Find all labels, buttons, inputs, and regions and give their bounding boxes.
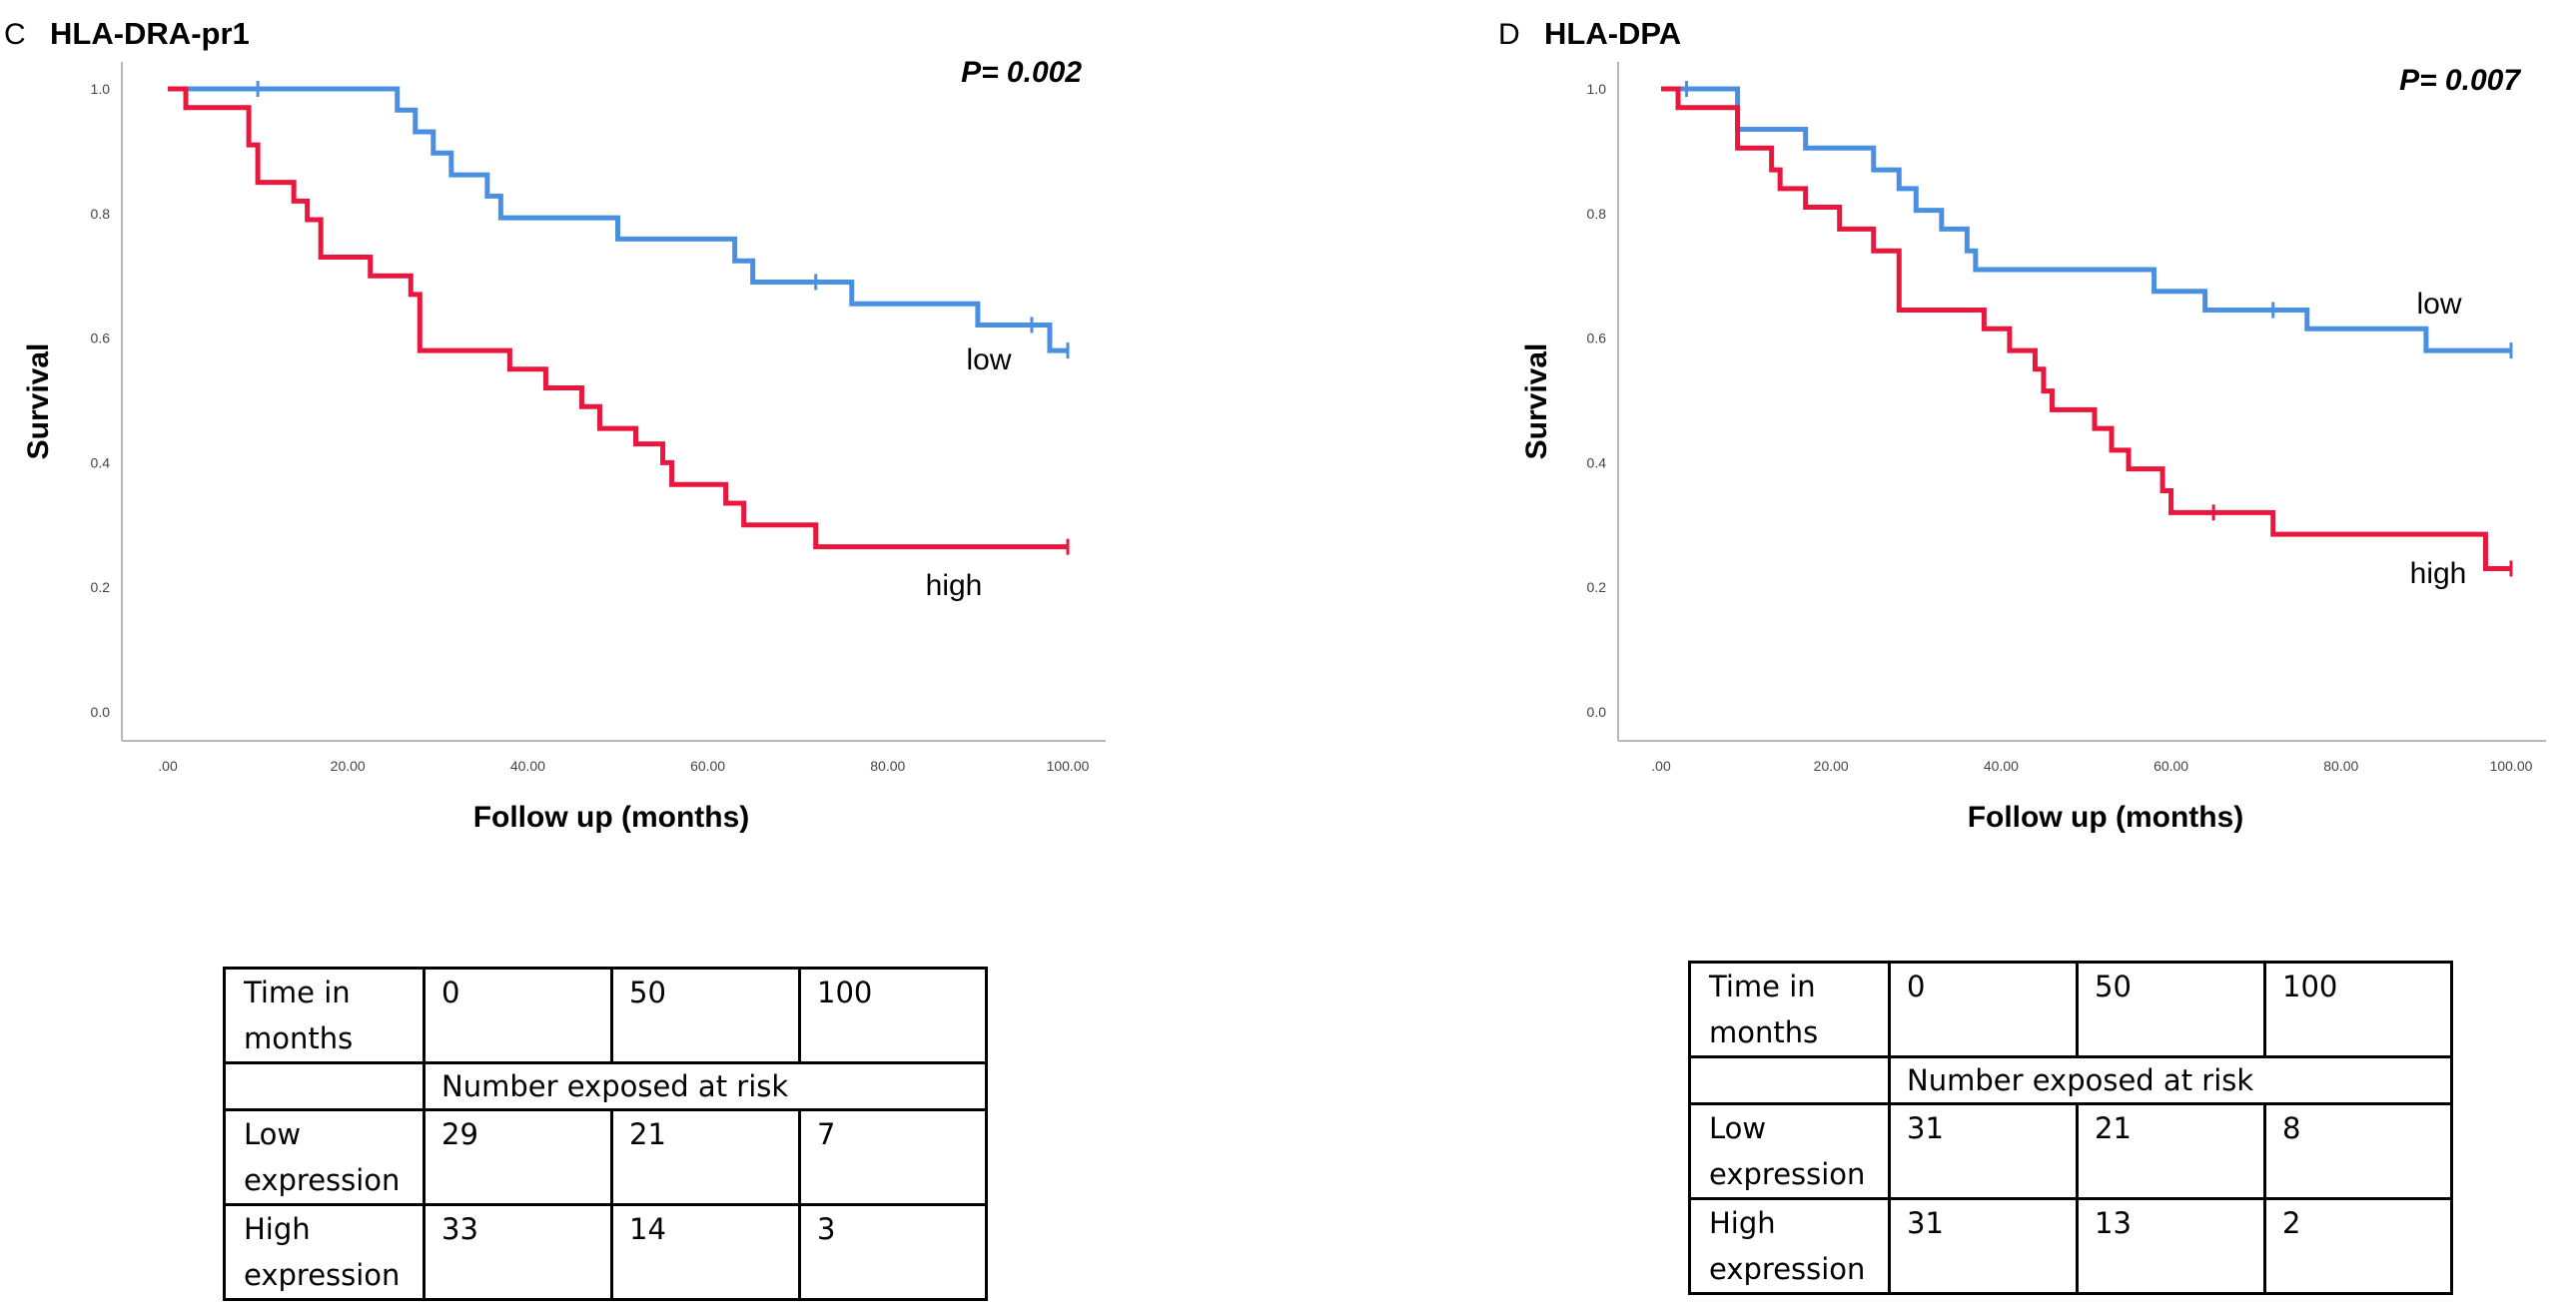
table-cell: 14 bbox=[610, 1203, 801, 1301]
table-cell: 13 bbox=[2076, 1197, 2266, 1295]
x-tick-label: 20.00 bbox=[331, 758, 366, 774]
table-cell: 0 bbox=[1888, 961, 2079, 1058]
panel-d: D HLA-DPA P= 0.007 0.0 0.2 0.4 0.6 0.8 1.0 .00… bbox=[1498, 16, 2546, 834]
survival-curves bbox=[1661, 81, 2513, 577]
p-value: P= 0.002 bbox=[961, 56, 1082, 89]
table-cell: Time in months bbox=[223, 967, 426, 1064]
table-cell: Number exposed at risk bbox=[1888, 1055, 2453, 1105]
table-cell: 100 bbox=[798, 967, 988, 1064]
y-axis-label: Survival bbox=[1520, 343, 1553, 460]
table-cell: Number exposed at risk bbox=[423, 1061, 988, 1111]
y-tick-label: 0.4 bbox=[91, 454, 111, 470]
table-cell: Time in months bbox=[1688, 961, 1891, 1058]
y-tick-label: 0.2 bbox=[91, 579, 111, 595]
table-cell bbox=[223, 1061, 426, 1111]
survival-curve-high bbox=[168, 86, 1068, 550]
table-cell: 7 bbox=[798, 1108, 988, 1206]
table-cell: 0 bbox=[423, 967, 613, 1064]
panel-c: C HLA-DRA-pr1 P= 0.002 0.0 0.2 0.4 0.6 0.8 1.… bbox=[4, 16, 1106, 834]
series-label-low: low bbox=[2416, 288, 2461, 321]
panel-letter: C bbox=[4, 18, 26, 51]
y-tick-label: 1.0 bbox=[91, 81, 111, 97]
table-cell: 21 bbox=[610, 1108, 801, 1206]
table-cell: 50 bbox=[2076, 961, 2266, 1058]
series-label-high: high bbox=[926, 569, 983, 602]
x-tick-label: 100.00 bbox=[2490, 758, 2533, 774]
table-cell bbox=[1688, 1055, 1891, 1105]
table-cell: 2 bbox=[2263, 1197, 2453, 1295]
y-tick-label: 0.2 bbox=[1587, 579, 1607, 595]
panel-letter: D bbox=[1498, 18, 1520, 51]
x-tick-label: 20.00 bbox=[1814, 758, 1849, 774]
table-cell: 21 bbox=[2076, 1102, 2266, 1200]
table-cell: Low expression bbox=[1688, 1102, 1891, 1200]
y-tick-label: 0.8 bbox=[1587, 206, 1607, 222]
y-tick-label: 0.8 bbox=[91, 206, 111, 222]
table-header-row: Time in months 0 50 100 bbox=[223, 967, 988, 1064]
survival-curves bbox=[168, 81, 1070, 555]
series-label-low: low bbox=[966, 343, 1011, 376]
chart-title: HLA-DRA-pr1 bbox=[50, 16, 250, 51]
table-cell: 33 bbox=[423, 1203, 613, 1301]
survival-curve-low bbox=[168, 86, 1068, 353]
chart-title: HLA-DPA bbox=[1544, 16, 1681, 51]
table-cell: 31 bbox=[1888, 1197, 2079, 1295]
y-axis-label: Survival bbox=[22, 343, 55, 460]
survival-curve-high bbox=[1661, 86, 2511, 571]
table-cell: 50 bbox=[610, 967, 801, 1064]
table-subheader-row: Number exposed at risk bbox=[223, 1061, 988, 1111]
risk-table-c: Time in months 0 50 100 Number exposed a… bbox=[223, 967, 988, 1301]
tick-labels: 0.0 0.2 0.4 0.6 0.8 1.0 .00 20.00 40.00 60.00 80.0… bbox=[1587, 81, 2533, 774]
y-tick-label: 0.0 bbox=[91, 704, 111, 720]
x-tick-label: 60.00 bbox=[2153, 758, 2188, 774]
y-tick-label: 0.6 bbox=[1587, 330, 1607, 346]
x-tick-label: 40.00 bbox=[1984, 758, 2019, 774]
p-value: P= 0.007 bbox=[2399, 64, 2521, 97]
table-row: Low expression 31 21 8 bbox=[1688, 1102, 2453, 1200]
table-cell: 3 bbox=[798, 1203, 988, 1301]
series-label-high: high bbox=[2410, 557, 2467, 590]
x-tick-label: 40.00 bbox=[510, 758, 545, 774]
table-cell: High expression bbox=[1688, 1197, 1891, 1295]
risk-table-d: Time in months 0 50 100 Number exposed a… bbox=[1688, 961, 2453, 1295]
x-tick-label: .00 bbox=[158, 758, 178, 774]
x-tick-label: .00 bbox=[1651, 758, 1671, 774]
x-tick-label: 100.00 bbox=[1047, 758, 1090, 774]
x-axis-label: Follow up (months) bbox=[1968, 801, 2244, 834]
table-cell: High expression bbox=[223, 1203, 426, 1301]
y-tick-label: 0.6 bbox=[91, 330, 111, 346]
table-cell: Low expression bbox=[223, 1108, 426, 1206]
table-cell: 8 bbox=[2263, 1102, 2453, 1200]
y-tick-label: 0.4 bbox=[1587, 454, 1607, 470]
table-cell: 29 bbox=[423, 1108, 613, 1206]
tick-labels: 0.0 0.2 0.4 0.6 0.8 1.0 .00 20.00 40.00 60.00 80.0… bbox=[91, 81, 1090, 774]
table-row: Low expression 29 21 7 bbox=[223, 1108, 988, 1206]
y-tick-label: 1.0 bbox=[1587, 81, 1607, 97]
table-cell: 31 bbox=[1888, 1102, 2079, 1200]
table-cell: 100 bbox=[2263, 961, 2453, 1058]
y-tick-label: 0.0 bbox=[1587, 704, 1607, 720]
x-tick-label: 80.00 bbox=[870, 758, 905, 774]
x-tick-label: 60.00 bbox=[690, 758, 725, 774]
table-header-row: Time in months 0 50 100 bbox=[1688, 961, 2453, 1058]
table-row: High expression 31 13 2 bbox=[1688, 1197, 2453, 1295]
table-row: High expression 33 14 3 bbox=[223, 1203, 988, 1301]
x-axis-label: Follow up (months) bbox=[473, 801, 750, 834]
table-subheader-row: Number exposed at risk bbox=[1688, 1055, 2453, 1105]
x-tick-label: 80.00 bbox=[2323, 758, 2358, 774]
survival-curve-low bbox=[1661, 86, 2511, 353]
